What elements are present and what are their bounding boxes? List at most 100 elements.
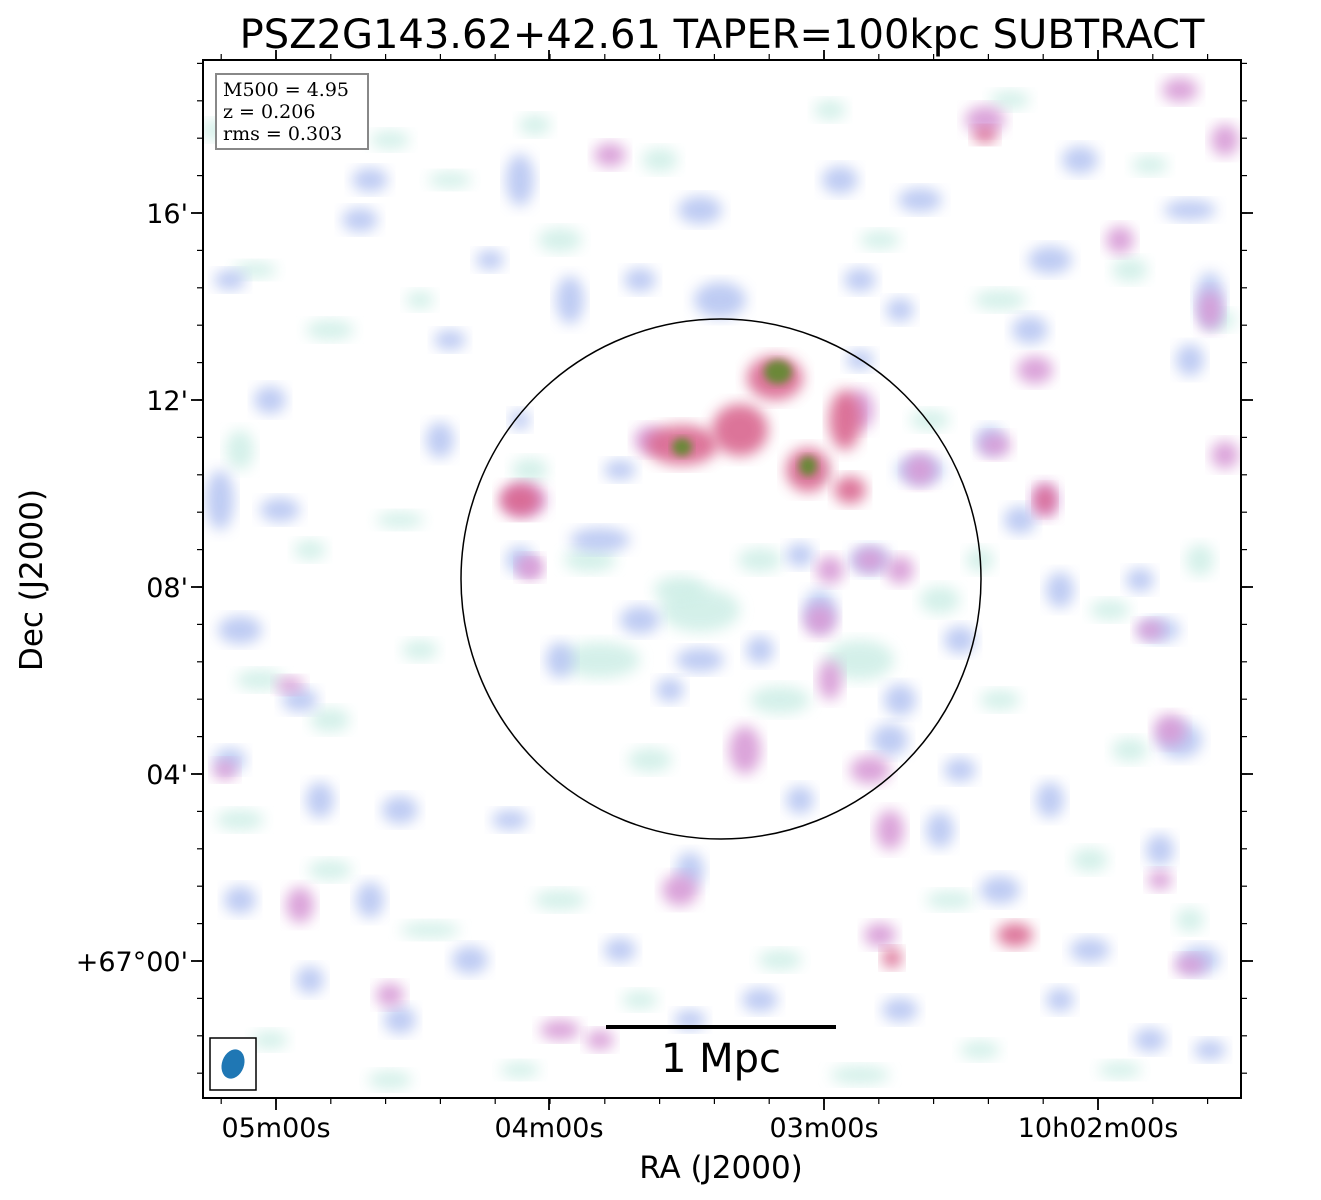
tick-marks <box>191 50 1253 1110</box>
emission-blob <box>980 690 1020 710</box>
emission-blob <box>672 438 692 456</box>
scale-bar-label: 1 Mpc <box>661 1036 781 1082</box>
rms-label: rms = 0.303 <box>223 123 342 145</box>
emission-blob <box>500 1062 540 1078</box>
emission-blob <box>276 677 304 693</box>
y-axis-label: Dec (J2000) <box>14 489 50 671</box>
emission-blob <box>898 188 942 212</box>
emission-blob <box>676 648 724 672</box>
y-tick-labels: 16' 12' 08' 04' +67°00' <box>76 199 188 978</box>
emission-blob <box>844 268 876 292</box>
emission-blob <box>1017 356 1053 384</box>
emission-blob <box>694 282 746 318</box>
emission-blob <box>236 670 284 690</box>
emission-blob <box>742 988 778 1012</box>
emission-blob <box>506 154 534 206</box>
r500-circle <box>460 318 982 840</box>
emission-blob <box>882 948 902 968</box>
emission-blob <box>604 938 636 962</box>
emission-blob <box>1106 226 1134 254</box>
emission-blob <box>1098 1062 1142 1078</box>
emission-blob <box>1062 146 1098 174</box>
emission-blob <box>850 756 890 784</box>
emission-blob <box>286 887 314 923</box>
y-tick-label: 16' <box>146 199 188 230</box>
emission-blob <box>1164 200 1216 220</box>
emission-blob <box>224 886 256 914</box>
emission-blob <box>990 91 1030 109</box>
emission-blob <box>560 642 640 678</box>
emission-blob <box>818 660 842 700</box>
emission-blob <box>233 262 277 278</box>
emission-blob <box>260 498 300 522</box>
emission-blob <box>564 548 616 572</box>
emission-blob <box>586 1030 614 1050</box>
emission-blob <box>1146 834 1174 866</box>
emission-blob <box>738 548 782 572</box>
emission-blob <box>500 484 540 516</box>
emission-blob <box>1176 344 1204 376</box>
emission-blob <box>662 874 698 906</box>
emission-blob <box>926 891 974 909</box>
emission-blob <box>624 268 656 292</box>
emission-blob <box>944 758 976 782</box>
x-tick-label: 03m00s <box>769 1113 878 1144</box>
x-axis-label: RA (J2000) <box>639 1150 803 1186</box>
emission-blob <box>254 386 286 414</box>
emission-blob <box>594 143 626 167</box>
emission-blob <box>729 726 761 774</box>
emission-blob <box>519 115 551 135</box>
emission-blob <box>620 606 660 634</box>
emission-blob <box>384 1006 416 1034</box>
image-panel <box>191 50 1253 1110</box>
emission-blob <box>352 168 388 192</box>
emission-blob <box>872 724 908 756</box>
emission-blob <box>997 923 1033 947</box>
emission-blob <box>1136 620 1164 640</box>
emission-blob <box>920 586 960 614</box>
emission-blob <box>829 390 861 450</box>
emission-blob <box>428 172 472 188</box>
emission-blob <box>799 456 817 476</box>
emission-blob <box>1134 1028 1166 1052</box>
emission-blob <box>1090 600 1130 620</box>
emission-blob <box>973 127 997 143</box>
emission-blob <box>712 404 768 456</box>
emission-blob <box>678 196 722 224</box>
emission-blob <box>876 810 904 850</box>
emission-blob <box>356 882 384 918</box>
emission-blob <box>1126 568 1154 592</box>
redshift-label: z = 0.206 <box>223 101 315 123</box>
emission-blob <box>1072 848 1108 872</box>
x-tick-label: 10h02m00s <box>1018 1113 1179 1144</box>
emission-blob <box>426 422 454 458</box>
emission-blob <box>1046 572 1074 608</box>
emission-blob <box>1036 782 1064 818</box>
emission-blob <box>1046 988 1074 1012</box>
emission-blob <box>654 576 706 604</box>
emission-blob <box>492 810 528 830</box>
emission-blob <box>1070 938 1110 962</box>
emission-blob <box>400 922 460 938</box>
emission-blob <box>944 626 976 654</box>
emission-blob <box>758 950 802 970</box>
emission-blob <box>830 1066 890 1084</box>
emission-blob <box>1174 955 1206 975</box>
emission-blob <box>854 548 886 572</box>
y-tick-label: 12' <box>146 386 188 417</box>
emission-blob <box>342 208 378 232</box>
emission-blob <box>882 998 918 1022</box>
emission-blob <box>1186 544 1214 576</box>
emission-blob <box>376 512 424 528</box>
emission-blob <box>826 640 894 680</box>
emission-blob <box>622 991 658 1009</box>
x-tick-label: 05m00s <box>221 1113 330 1144</box>
emission-blob <box>452 946 488 974</box>
emission-blob <box>294 540 326 560</box>
emission-blob <box>570 528 630 552</box>
emission-blob <box>540 1020 580 1040</box>
scale-bar: 1 Mpc <box>606 1025 836 1082</box>
emission-blob <box>370 131 410 149</box>
figure-title: PSZ2G143.62+42.61 TAPER=100kpc SUBTRACT <box>240 12 1205 58</box>
